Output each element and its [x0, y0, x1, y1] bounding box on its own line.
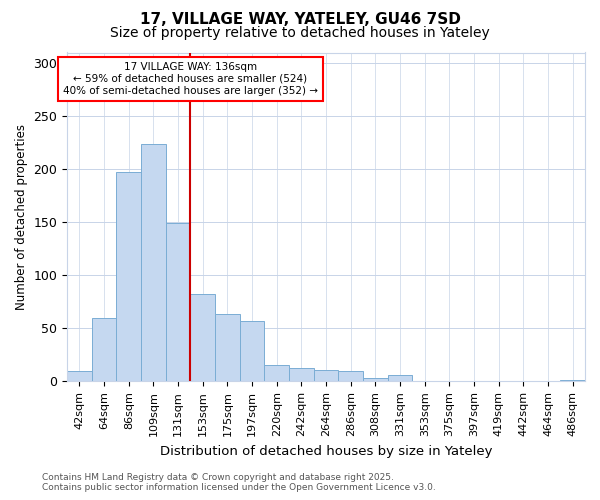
Text: Size of property relative to detached houses in Yateley: Size of property relative to detached ho… [110, 26, 490, 40]
Bar [560, 380, 585, 382]
Bar [92, 318, 116, 382]
Text: 17, VILLAGE WAY, YATELEY, GU46 7SD: 17, VILLAGE WAY, YATELEY, GU46 7SD [140, 12, 460, 28]
Bar [166, 224, 190, 382]
Bar [363, 378, 388, 382]
Text: 17 VILLAGE WAY: 136sqm
← 59% of detached houses are smaller (524)
40% of semi-de: 17 VILLAGE WAY: 136sqm ← 59% of detached… [63, 62, 318, 96]
Bar [116, 172, 141, 382]
Text: Contains HM Land Registry data © Crown copyright and database right 2025.
Contai: Contains HM Land Registry data © Crown c… [42, 473, 436, 492]
Bar [388, 375, 412, 382]
Bar [314, 370, 338, 382]
Bar [338, 370, 363, 382]
Bar [190, 294, 215, 382]
X-axis label: Distribution of detached houses by size in Yateley: Distribution of detached houses by size … [160, 444, 493, 458]
Bar [240, 321, 265, 382]
Bar [67, 370, 92, 382]
Bar [215, 314, 240, 382]
Bar [141, 144, 166, 382]
Y-axis label: Number of detached properties: Number of detached properties [15, 124, 28, 310]
Bar [265, 366, 289, 382]
Bar [289, 368, 314, 382]
